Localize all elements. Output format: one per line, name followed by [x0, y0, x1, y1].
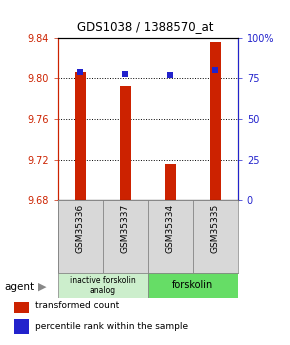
Bar — [193, 200, 238, 273]
Text: forskolin: forskolin — [172, 280, 213, 290]
Bar — [148, 200, 193, 273]
Bar — [210, 42, 221, 200]
Bar — [165, 164, 176, 200]
Text: inactive forskolin
analog: inactive forskolin analog — [70, 276, 136, 295]
Bar — [120, 86, 131, 200]
Bar — [103, 200, 148, 273]
Text: GSM35334: GSM35334 — [166, 204, 175, 253]
Text: GDS1038 / 1388570_at: GDS1038 / 1388570_at — [77, 20, 213, 33]
Bar — [148, 273, 238, 298]
Bar — [14, 319, 29, 334]
Text: ▶: ▶ — [38, 282, 46, 292]
Bar — [14, 298, 29, 313]
Text: GSM35335: GSM35335 — [211, 204, 220, 253]
Bar — [75, 72, 86, 200]
Text: GSM35337: GSM35337 — [121, 204, 130, 253]
Text: agent: agent — [4, 282, 35, 292]
Bar — [58, 200, 103, 273]
Text: percentile rank within the sample: percentile rank within the sample — [35, 322, 188, 331]
Bar — [58, 273, 148, 298]
Text: transformed count: transformed count — [35, 301, 119, 310]
Text: GSM35336: GSM35336 — [76, 204, 85, 253]
